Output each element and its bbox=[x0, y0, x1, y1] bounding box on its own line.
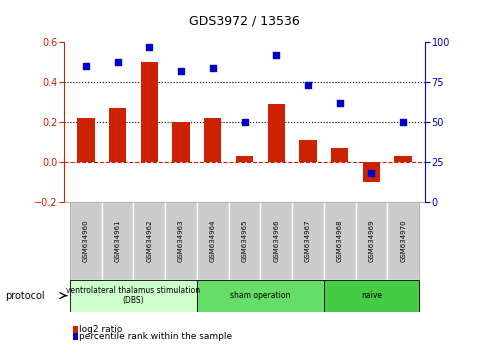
Bar bbox=[197, 280, 323, 312]
Point bbox=[304, 82, 311, 88]
Bar bbox=[77, 118, 94, 162]
Text: GSM634966: GSM634966 bbox=[273, 219, 279, 262]
Bar bbox=[299, 140, 316, 162]
Bar bbox=[260, 202, 291, 280]
Bar bbox=[203, 118, 221, 162]
Bar bbox=[235, 156, 253, 162]
Bar bbox=[108, 108, 126, 162]
Bar bbox=[323, 280, 418, 312]
Text: GSM634961: GSM634961 bbox=[114, 219, 120, 262]
Text: GSM634963: GSM634963 bbox=[178, 219, 183, 262]
Bar bbox=[267, 104, 285, 162]
Point bbox=[240, 119, 248, 125]
Point bbox=[145, 45, 153, 50]
Bar bbox=[323, 202, 355, 280]
Text: GSM634969: GSM634969 bbox=[368, 219, 374, 262]
Text: GSM634964: GSM634964 bbox=[209, 219, 215, 262]
Text: naive: naive bbox=[360, 291, 381, 300]
Text: ventrolateral thalamus stimulation
(DBS): ventrolateral thalamus stimulation (DBS) bbox=[66, 286, 200, 305]
Text: GSM634965: GSM634965 bbox=[241, 219, 247, 262]
Bar bbox=[70, 280, 197, 312]
Bar bbox=[140, 62, 158, 162]
Text: GSM634967: GSM634967 bbox=[305, 219, 310, 262]
Text: protocol: protocol bbox=[5, 291, 44, 301]
Point bbox=[81, 64, 89, 69]
Text: sham operation: sham operation bbox=[230, 291, 290, 300]
Bar bbox=[386, 202, 418, 280]
Text: percentile rank within the sample: percentile rank within the sample bbox=[79, 332, 232, 341]
Bar bbox=[172, 122, 189, 162]
Point bbox=[177, 68, 184, 74]
Bar bbox=[228, 202, 260, 280]
Text: GSM634962: GSM634962 bbox=[146, 219, 152, 262]
Text: GSM634968: GSM634968 bbox=[336, 219, 342, 262]
Bar bbox=[165, 202, 197, 280]
Bar bbox=[102, 202, 133, 280]
Bar bbox=[330, 148, 348, 162]
Bar bbox=[197, 202, 228, 280]
Point bbox=[272, 52, 280, 58]
Point bbox=[208, 65, 216, 71]
Text: GDS3972 / 13536: GDS3972 / 13536 bbox=[189, 15, 299, 28]
Text: GSM634960: GSM634960 bbox=[82, 219, 89, 262]
Point bbox=[335, 100, 343, 106]
Text: log2 ratio: log2 ratio bbox=[79, 325, 122, 334]
Point bbox=[367, 170, 375, 176]
Text: GSM634970: GSM634970 bbox=[399, 219, 406, 262]
Point bbox=[399, 119, 407, 125]
Point bbox=[113, 59, 121, 64]
Bar bbox=[355, 202, 386, 280]
Bar bbox=[362, 162, 380, 182]
Bar bbox=[70, 202, 102, 280]
Bar bbox=[133, 202, 165, 280]
Bar bbox=[291, 202, 323, 280]
Bar bbox=[394, 156, 411, 162]
